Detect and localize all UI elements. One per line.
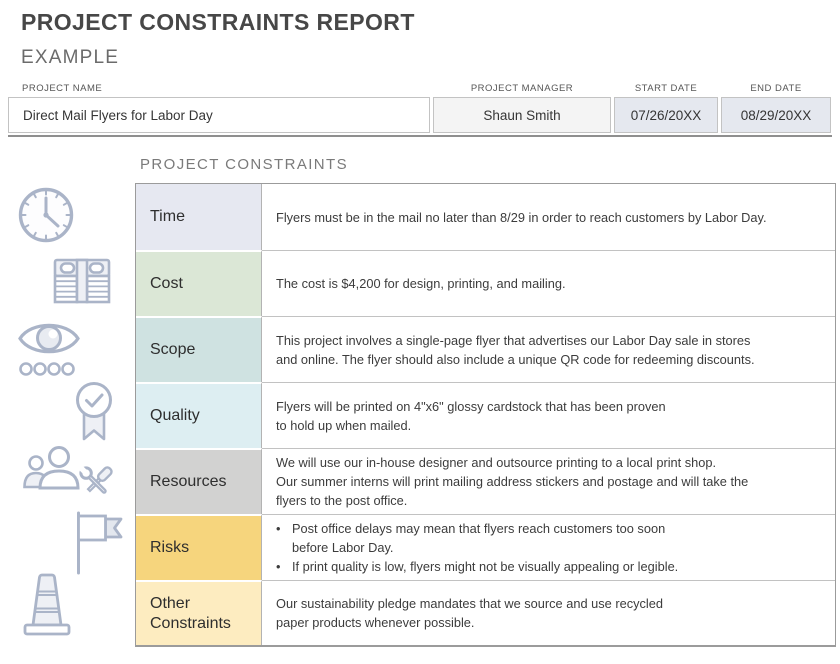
row-label-time: Time: [136, 184, 262, 250]
row-desc-quality[interactable]: Flyers will be printed on 4"x6" glossy c…: [262, 382, 835, 448]
desc-line: and online. The flyer should also includ…: [276, 351, 755, 367]
project-name-field[interactable]: Direct Mail Flyers for Labor Day: [8, 97, 430, 133]
table-row-other-constraints: Other Constraints Our sustainability ple…: [136, 580, 835, 645]
bullet-marker: •: [276, 559, 281, 574]
desc-line: If print quality is low, flyers might no…: [292, 559, 679, 574]
page-subtitle: EXAMPLE: [21, 47, 120, 68]
desc-line: flyers to the post office.: [276, 493, 408, 508]
constraints-table: Time Flyers must be in the mail no later…: [135, 183, 836, 647]
project-manager-label: PROJECT MANAGER: [470, 83, 574, 94]
end-date-label: END DATE: [750, 83, 802, 94]
desc-line: This project involves a single-page flye…: [276, 332, 751, 348]
row-desc-resources[interactable]: We will use our in-house designer and ou…: [262, 448, 835, 514]
table-row-resources: Resources We will use our in-house desig…: [136, 448, 835, 514]
row-label-scope: Scope: [136, 316, 262, 382]
table-row-time: Time Flyers must be in the mail no later…: [136, 184, 835, 250]
desc-line: We will use our in-house designer and ou…: [276, 455, 717, 470]
table-row-quality: Quality Flyers will be printed on 4"x6" …: [136, 382, 835, 448]
row-label-risks: Risks: [136, 514, 262, 580]
row-label-other-constraints: Other Constraints: [136, 580, 262, 645]
desc-line: Flyers will be printed on 4"x6" glossy c…: [276, 398, 666, 414]
row-desc-cost[interactable]: The cost is $4,200 for design, printing,…: [262, 250, 835, 316]
table-row-scope: Scope This project involves a single-pag…: [136, 316, 835, 382]
desc-line: paper products whenever possible.: [276, 615, 475, 630]
row-desc-other-constraints[interactable]: Our sustainability pledge mandates that …: [262, 580, 835, 645]
desc-line: Flyers must be in the mail no later than…: [276, 209, 767, 225]
row-label-resources: Resources: [136, 448, 262, 514]
team-tools-icon: [23, 446, 113, 494]
start-date-label: START DATE: [634, 83, 698, 94]
row-desc-scope[interactable]: This project involves a single-page flye…: [262, 316, 835, 382]
table-row-cost: Cost The cost is $4,200 for design, prin…: [136, 250, 835, 316]
desc-line: Our summer interns will print mailing ad…: [276, 474, 749, 489]
row-label-cost: Cost: [136, 250, 262, 316]
desc-line: Post office delays may mean that flyers …: [292, 521, 666, 536]
cash-icon: [53, 258, 111, 304]
page-title: PROJECT CONSTRAINTS REPORT: [21, 9, 415, 35]
row-desc-risks[interactable]: • Post office delays may mean that flyer…: [262, 514, 835, 580]
row-label-quality: Quality: [136, 382, 262, 448]
flag-icon: [77, 511, 123, 575]
desc-line: to hold up when mailed.: [276, 417, 412, 433]
bullet-marker: •: [276, 521, 281, 536]
desc-line: before Labor Day.: [292, 540, 394, 555]
end-date-field[interactable]: 08/29/20XX: [721, 97, 831, 133]
desc-line: The cost is $4,200 for design, printing,…: [276, 276, 566, 291]
list-item: • Post office delays may mean that flyer…: [276, 519, 821, 557]
divider: [8, 135, 832, 137]
cone-icon: [23, 573, 71, 636]
list-item: • If print quality is low, flyers might …: [276, 557, 821, 576]
clock-icon: [18, 187, 74, 243]
table-row-risks: Risks • Post office delays may mean that…: [136, 514, 835, 580]
desc-line: Our sustainability pledge mandates that …: [276, 596, 663, 611]
risks-bullet-list: • Post office delays may mean that flyer…: [276, 519, 821, 576]
project-manager-field[interactable]: Shaun Smith: [433, 97, 611, 133]
section-title: PROJECT CONSTRAINTS: [140, 156, 349, 173]
row-desc-time[interactable]: Flyers must be in the mail no later than…: [262, 184, 835, 250]
award-icon: [76, 382, 112, 441]
start-date-field[interactable]: 07/26/20XX: [614, 97, 718, 133]
eye-icon: [18, 323, 80, 376]
project-name-label: PROJECT NAME: [22, 83, 103, 94]
